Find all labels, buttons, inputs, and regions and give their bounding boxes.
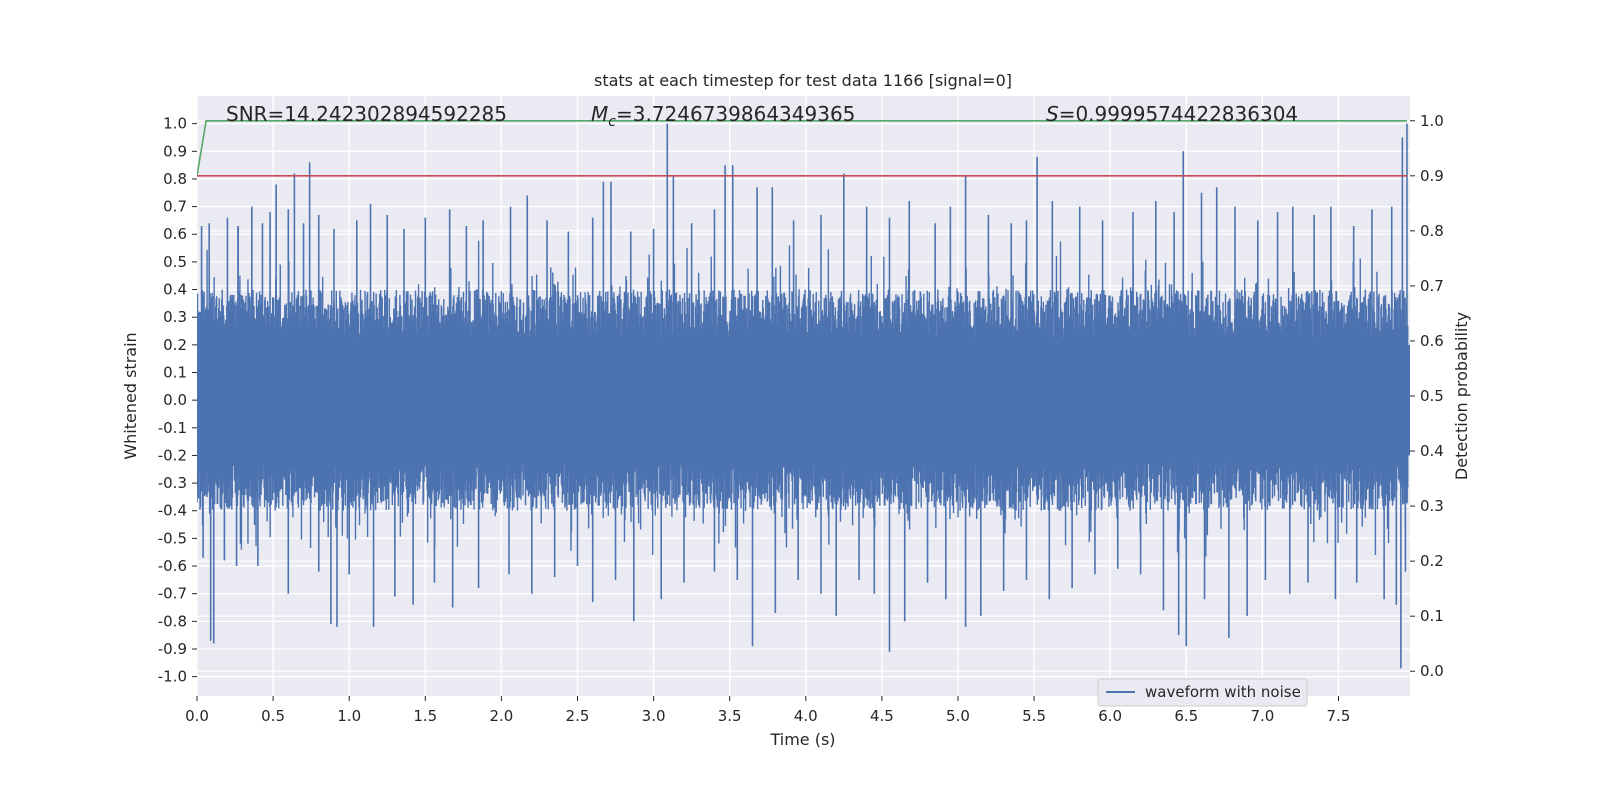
chirp-mass-annotation: Mc=3.7246739864349365 <box>591 102 855 130</box>
y-tick-label: 1.0 <box>163 115 187 133</box>
y2-tick-label: 0.5 <box>1420 387 1444 405</box>
x-tick-label: 4.5 <box>870 707 894 725</box>
y2-tick-label: 0.9 <box>1420 167 1444 185</box>
x-tick-label: 4.0 <box>794 707 818 725</box>
y-tick-label: -0.5 <box>158 529 187 547</box>
x-tick-label: 2.5 <box>566 707 590 725</box>
x-tick-label: 0.0 <box>185 707 209 725</box>
y-tick-label: -0.8 <box>158 612 187 630</box>
y2-tick-label: 0.6 <box>1420 332 1444 350</box>
probability-lines <box>197 119 1407 177</box>
y-tick-label: -0.2 <box>158 446 187 464</box>
y-tick-label: 0.2 <box>163 336 187 354</box>
y2-tick-label: 1.0 <box>1420 112 1444 130</box>
y2-tick-labels: 1.0 0.9 0.8 0.7 0.6 0.5 0.4 0.3 0.2 0.1 0.0 <box>1410 112 1444 680</box>
s-symbol: S <box>1046 102 1059 126</box>
y-tick-label: 0.0 <box>163 391 187 409</box>
chart-title: stats at each timestep for test data 116… <box>594 71 1012 90</box>
legend-box <box>1097 678 1308 707</box>
y-tick-label: -0.1 <box>158 419 187 437</box>
y2-tick-label: 0.7 <box>1420 277 1444 295</box>
y-tick-label: 0.9 <box>163 142 187 160</box>
y2-tick-label: 0.0 <box>1420 662 1444 680</box>
y-tick-label: -0.3 <box>158 474 187 492</box>
y2-tick-label: 0.2 <box>1420 552 1444 570</box>
y-tick-label: 0.3 <box>163 308 187 326</box>
y2-tick-label: 0.3 <box>1420 497 1444 515</box>
y-tick-label: -1.0 <box>158 668 187 686</box>
y2-tick-label: 0.4 <box>1420 442 1444 460</box>
x-tick-label: 6.5 <box>1174 707 1198 725</box>
x-tick-label: 7.5 <box>1327 707 1351 725</box>
legend-label-waveform: waveform with noise <box>1145 683 1301 701</box>
y-tick-label: -0.7 <box>158 585 187 603</box>
detection-probability-line <box>197 119 1407 176</box>
x-tick-label: 5.0 <box>946 707 970 725</box>
legend: waveform with noise <box>1097 678 1308 707</box>
x-tick-label: 2.0 <box>489 707 513 725</box>
y-tick-label: 0.4 <box>163 281 187 299</box>
y-tick-label: 0.7 <box>163 198 187 216</box>
y-axis-label: Whitened strain <box>121 332 140 459</box>
y-tick-label: 0.8 <box>163 170 187 188</box>
y-tick-label: -0.4 <box>158 502 187 520</box>
x-tick-label: 3.5 <box>718 707 742 725</box>
x-tick-label: 7.0 <box>1250 707 1274 725</box>
series-waveform-with-noise <box>197 123 1410 669</box>
y-tick-label: 0.5 <box>163 253 187 271</box>
chirp-mass-value: =3.7246739864349365 <box>616 102 855 126</box>
chirp-mass-subscript: c <box>608 114 616 130</box>
snr-annotation: SNR=14.242302894592285 <box>226 102 507 126</box>
plot-area <box>197 119 1410 669</box>
x-tick-label: 3.0 <box>642 707 666 725</box>
s-annotation: S=0.9999574422836304 <box>1046 102 1298 126</box>
s-value: =0.9999574422836304 <box>1059 102 1298 126</box>
x-tick-label: 5.5 <box>1022 707 1046 725</box>
x-tick-label: 1.0 <box>337 707 361 725</box>
chirp-mass-symbol: M <box>591 102 608 126</box>
x-tick-label: 6.0 <box>1098 707 1122 725</box>
y-tick-label: 0.6 <box>163 225 187 243</box>
y-tick-labels: 1.0 0.9 0.8 0.7 0.6 0.5 0.4 0.3 0.2 0.1 0.0 -0.1 -0.… <box>158 115 197 686</box>
x-axis-label: Time (s) <box>769 730 835 749</box>
y-tick-label: -0.9 <box>158 640 187 658</box>
y2-tick-label: 0.8 <box>1420 222 1444 240</box>
y2-axis-label: Detection probability <box>1452 312 1471 480</box>
x-tick-label: 1.5 <box>413 707 437 725</box>
y2-tick-label: 0.1 <box>1420 607 1444 625</box>
x-tick-label: 0.5 <box>261 707 285 725</box>
y-tick-label: -0.6 <box>158 557 187 575</box>
y-tick-label: 0.1 <box>163 363 187 381</box>
x-tick-labels: 0.0 0.5 1.0 1.5 2.0 2.5 3.0 3.5 4.0 4.5 5.0 5.5 6.0 6… <box>185 696 1350 725</box>
